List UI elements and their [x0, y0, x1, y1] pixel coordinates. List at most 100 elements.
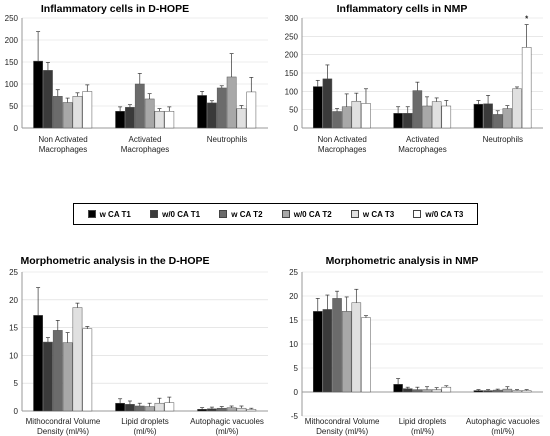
y-tick-label: 200: [285, 51, 299, 60]
bar: [422, 389, 432, 393]
bar: [236, 407, 247, 412]
bar: [216, 87, 227, 129]
bar: [361, 103, 371, 129]
category-label: Mithocondral Volume: [26, 417, 101, 426]
bar: [412, 389, 423, 393]
bar: [125, 107, 135, 129]
bar: [402, 113, 413, 129]
bar: [441, 105, 452, 129]
category-label: Lipid droplets: [399, 417, 447, 426]
y-tick-label: 250: [285, 32, 299, 41]
y-tick-label: 15: [9, 324, 18, 333]
y-tick-label: 100: [285, 87, 299, 96]
bar: [512, 88, 522, 129]
y-tick-label: 0: [294, 124, 299, 133]
y-tick-label: 10: [289, 340, 298, 349]
bar: [332, 111, 342, 129]
bar: [246, 409, 257, 412]
bar: [115, 402, 125, 412]
y-tick-label: 300: [285, 14, 299, 23]
bar: [226, 76, 237, 129]
bar: [154, 402, 165, 412]
bar: [431, 389, 442, 393]
bar: [226, 407, 237, 412]
bar: [441, 386, 452, 393]
category-label: Macrophages: [398, 145, 446, 154]
bar: [72, 307, 83, 412]
bar: [43, 70, 53, 129]
bar: [341, 311, 352, 393]
y-tick-label: 10: [9, 351, 18, 360]
legend-label: w CA T3: [362, 209, 395, 219]
bar: [62, 102, 73, 129]
chart-morphometric-nmp: Morphometric analysis in NMP -5 0 5 10 15 20 25…: [289, 255, 543, 436]
y-tick-label: 100: [5, 80, 19, 89]
legend-label: w/0 CA T1: [162, 209, 201, 219]
bar: [43, 341, 53, 412]
bar: [322, 78, 333, 129]
y-tick-label: 150: [5, 58, 19, 67]
bar: [351, 302, 362, 393]
bar: [312, 311, 323, 393]
category-label: (ml/%): [215, 427, 238, 436]
y-tick-label: 15: [289, 316, 298, 325]
legend-label: w/0 CA T2: [293, 209, 332, 219]
category-label: Non Activated: [317, 135, 366, 144]
y-tick-label: 25: [289, 268, 298, 277]
bar: [62, 342, 73, 412]
bar: [207, 102, 217, 129]
bar: [72, 96, 83, 129]
bar: [33, 315, 43, 412]
bar: [332, 298, 342, 393]
category-label: (ml/%): [133, 427, 156, 436]
category-label: Macrophages: [39, 145, 87, 154]
bar: [483, 390, 493, 393]
y-tick-label: 5: [294, 364, 299, 373]
bar: [412, 90, 423, 129]
legend: w CA T1 w/0 CA T1 w CA T2 w/0 CA T2 w CA…: [73, 203, 478, 225]
y-tick-label: 20: [289, 292, 298, 301]
bar: [502, 108, 513, 129]
bar: [402, 388, 413, 393]
bar: [197, 409, 207, 412]
chart-morphometric-dhope: Morphometric analysis in the D-HOPE 0 5 10 1…: [9, 255, 268, 436]
bar: [512, 390, 522, 393]
bar: [207, 408, 217, 412]
chart-inflammatory-nmp: Inflammatory cells in NMP 0 50 100 150 200 250…: [285, 3, 543, 154]
legend-item: w CA T1: [87, 210, 131, 219]
category-label: (ml/%): [491, 427, 514, 436]
bar: [154, 111, 165, 129]
legend-item: w/0 CA T2: [281, 209, 332, 219]
chart-title: Inflammatory cells in D-HOPE: [41, 3, 189, 15]
bar: [361, 317, 371, 393]
bar: [502, 388, 513, 393]
category-label: Autophagic vacuoles: [466, 417, 540, 426]
bar: [473, 390, 484, 393]
legend-swatch: [281, 210, 290, 218]
category-label: Density (ml/%): [316, 427, 368, 436]
y-tick-label: 50: [289, 106, 298, 115]
y-tick-label: 25: [9, 268, 18, 277]
bar: [164, 111, 175, 129]
significance-marker: *: [525, 15, 529, 24]
y-tick-label: 250: [5, 14, 19, 23]
legend-item: w CA T2: [219, 210, 263, 219]
bar: [492, 389, 503, 393]
bar: [33, 60, 43, 129]
legend-item: w/0 CA T3: [413, 210, 463, 219]
bar: [197, 95, 207, 129]
bar: [125, 404, 135, 412]
bar: [144, 98, 155, 129]
bar: [473, 103, 484, 129]
bar: [422, 105, 432, 129]
legend-swatch: [87, 210, 96, 218]
bar: [115, 111, 125, 129]
category-label: Activated: [406, 135, 439, 144]
category-label: (ml/%): [411, 427, 434, 436]
y-tick-label: 50: [9, 102, 18, 111]
bar: [236, 108, 247, 129]
bar: [351, 100, 362, 129]
category-label: Neutrophils: [483, 135, 523, 144]
legend-swatch: [413, 210, 422, 218]
bar: [393, 384, 403, 393]
